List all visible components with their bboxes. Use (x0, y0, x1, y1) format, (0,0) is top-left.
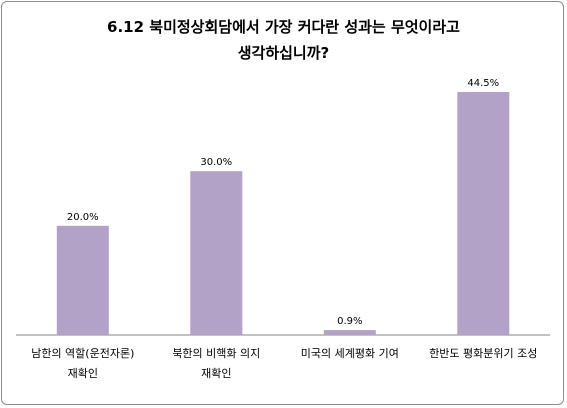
chart-title-line-1: 6.12 북미정상회담에서 가장 커다란 성과는 무엇이라고 (107, 18, 460, 36)
category-label-4: 한반도 평화분위기 조성 (418, 344, 548, 364)
category-label-1-line-2: 재확인 (67, 367, 98, 380)
category-label-1-line-1: 남한의 역할(운전자론) (31, 347, 135, 360)
bar-3 (323, 330, 376, 335)
data-label-2: 30.0% (200, 157, 232, 168)
category-label-3-line-1: 미국의 세계평화 기여 (300, 347, 399, 360)
chart-title: 6.12 북미정상회담에서 가장 커다란 성과는 무엇이라고 생각하십니까? (0, 14, 567, 66)
category-label-2-line-1: 북한의 비핵화 의지 (172, 347, 261, 360)
category-label-2-line-2: 재확인 (201, 367, 232, 380)
data-label-4: 44.5% (467, 78, 499, 89)
data-label-1: 20.0% (67, 212, 99, 223)
bar-4 (457, 92, 510, 335)
data-label-3: 0.9% (337, 316, 362, 327)
category-label-1: 남한의 역할(운전자론) 재확인 (18, 344, 148, 384)
bar-1 (56, 225, 109, 335)
category-label-4-line-1: 한반도 평화분위기 조성 (429, 347, 538, 360)
category-label-3: 미국의 세계평화 기여 (285, 344, 415, 364)
chart-title-line-2: 생각하십니까? (237, 44, 330, 62)
bar-2 (190, 171, 243, 335)
